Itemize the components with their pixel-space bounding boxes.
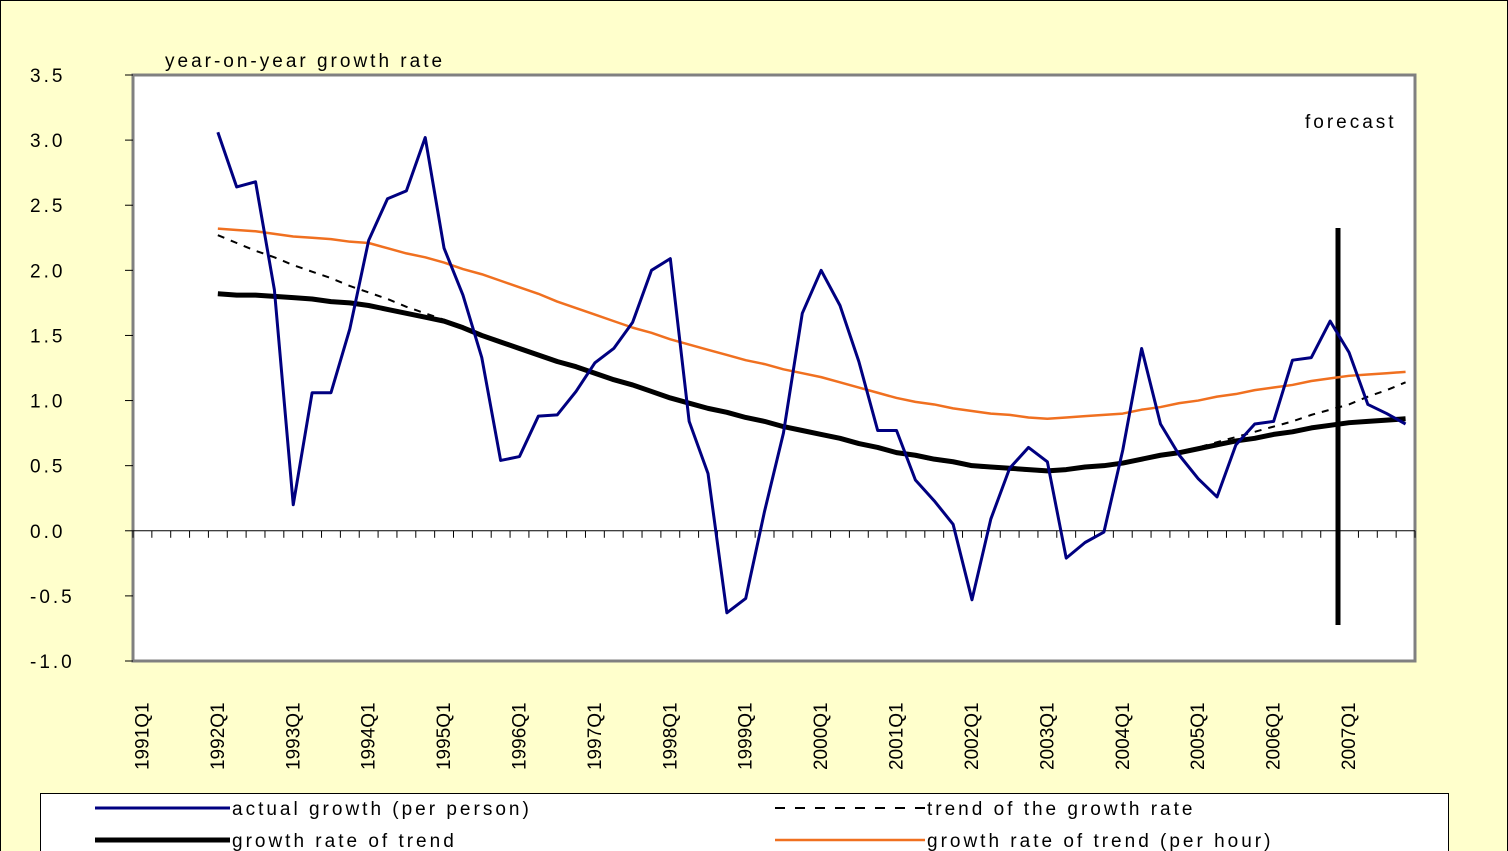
x-tick-label: 1998Q1 <box>660 702 681 770</box>
y-tick-label: 0.0 <box>30 522 65 543</box>
y-tick-label: -0.5 <box>30 587 75 608</box>
x-tick-label: 1992Q1 <box>208 702 229 770</box>
legend <box>40 793 1449 851</box>
y-tick-label: 0.5 <box>30 457 65 478</box>
series-line <box>217 227 1406 421</box>
x-tick-label: 1994Q1 <box>359 702 380 770</box>
x-tick-label: 2005Q1 <box>1188 702 1209 770</box>
x-tick-label: 1995Q1 <box>434 702 455 770</box>
x-tick-label: 1993Q1 <box>283 702 304 770</box>
y-tick-label: 3.5 <box>30 66 65 87</box>
plot-area <box>131 73 1417 663</box>
x-tick-label: 1991Q1 <box>132 702 153 770</box>
series-line <box>216 131 1407 615</box>
y-tick-label: 1.0 <box>30 392 65 413</box>
y-tick-label: -1.0 <box>30 652 75 673</box>
annotation: forecast <box>1305 112 1397 133</box>
y-tick-label: 1.5 <box>30 326 65 347</box>
y-tick-label: 2.5 <box>30 196 65 217</box>
legend-label: growth rate of trend (per hour) <box>927 831 1273 851</box>
x-tick-label: 2003Q1 <box>1037 702 1058 770</box>
x-tick-label: 2007Q1 <box>1339 702 1360 770</box>
x-tick-label: 1999Q1 <box>736 702 757 770</box>
legend-label: trend of the growth rate <box>927 799 1195 820</box>
x-tick-label: 2002Q1 <box>962 702 983 770</box>
chart-title: year-on-year growth rate <box>165 51 445 72</box>
x-tick-label: 1996Q1 <box>509 702 530 770</box>
x-tick-label: 1997Q1 <box>585 702 606 770</box>
series-line <box>217 291 1406 474</box>
y-tick-label: 3.0 <box>30 131 65 152</box>
y-tick-label: 2.0 <box>30 261 65 282</box>
legend-label: growth rate of trend <box>232 831 457 851</box>
x-tick-label: 2000Q1 <box>811 702 832 770</box>
x-tick-label: 2006Q1 <box>1264 702 1285 770</box>
x-tick-label: 2001Q1 <box>887 702 908 770</box>
series-line <box>217 234 1406 474</box>
legend-label: actual growth (per person) <box>232 799 532 820</box>
x-tick-label: 2004Q1 <box>1113 702 1134 770</box>
